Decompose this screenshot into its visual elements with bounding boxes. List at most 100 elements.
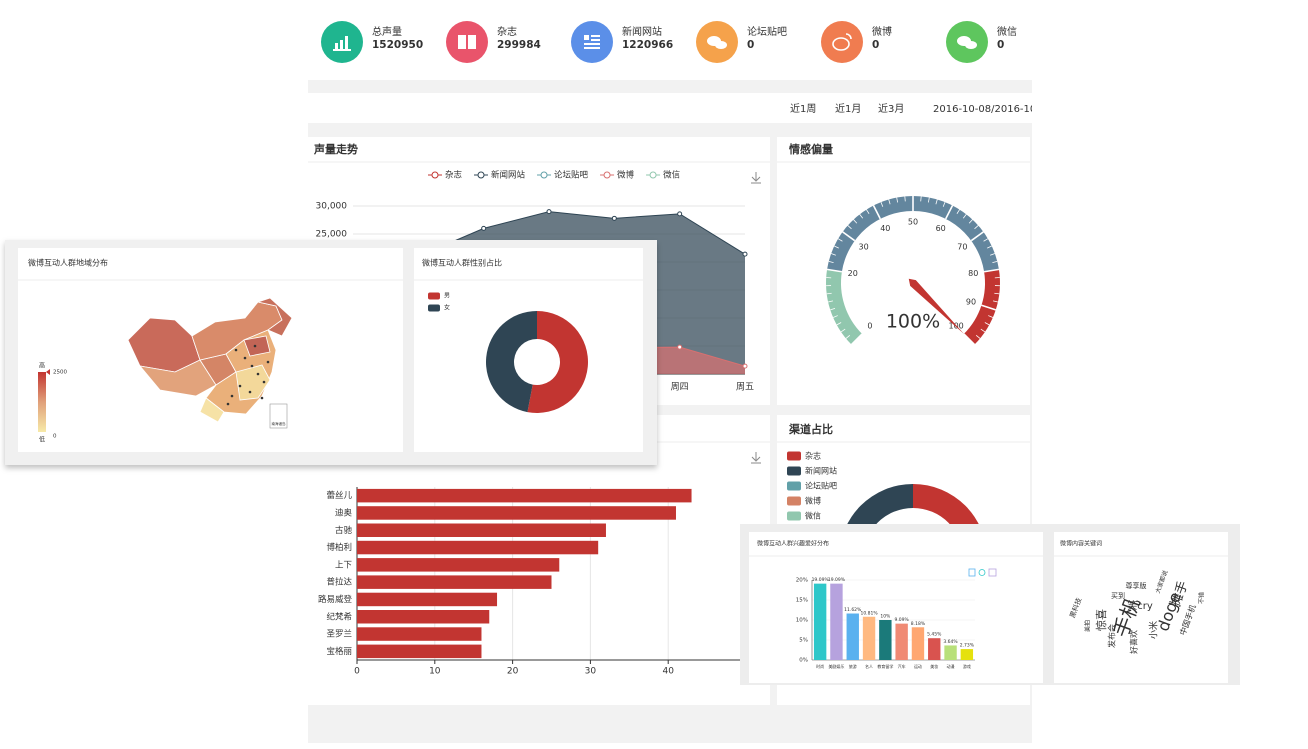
stat-label: 总声量 — [372, 25, 402, 38]
gauge-minor-tick — [832, 315, 838, 318]
series-point — [481, 225, 487, 231]
series-point — [742, 251, 748, 257]
bar — [862, 616, 876, 660]
legend-symbol — [477, 171, 485, 179]
gauge-minor-tick — [888, 199, 891, 205]
x-tick-label: 时尚 — [816, 663, 824, 669]
stat-value: 0 — [872, 39, 879, 51]
gauge-minor-tick — [968, 219, 973, 224]
visual-map-bar — [38, 372, 46, 432]
date-filter[interactable]: 2016-10-08/2016-10-14 — [933, 104, 1053, 115]
gauge-split-line — [944, 205, 954, 220]
gauge-minor-tick — [984, 322, 990, 326]
bar-value-label: 9.09% — [895, 617, 910, 623]
legend-label[interactable]: 论坛贴吧 — [554, 170, 589, 181]
legend-label[interactable]: 杂志 — [805, 451, 821, 461]
gauge-minor-tick — [859, 214, 864, 219]
gauge-minor-tick — [834, 245, 839, 249]
chart-title: 微博互动人群兴趣爱好分布 — [757, 540, 829, 548]
cloud-word: 美拍 — [1084, 620, 1092, 632]
legend-label[interactable]: 新闻网站 — [805, 466, 837, 476]
cloud-word: 好喜欢 — [1129, 630, 1139, 654]
gauge-minor-tick — [828, 300, 834, 303]
legend-label[interactable]: 杂志 — [445, 170, 463, 181]
bar-value-label: 10% — [880, 614, 891, 620]
date-filter[interactable]: 近1周 — [790, 102, 816, 115]
legend-label[interactable]: 女 — [444, 304, 450, 312]
bar-value-label: 19.09% — [828, 577, 846, 583]
stat-value: 1220966 — [622, 39, 673, 51]
bar — [895, 623, 908, 660]
legend-symbol — [603, 171, 611, 179]
gauge-minor-tick — [927, 197, 930, 203]
gauge-band — [827, 195, 999, 272]
map-region — [256, 297, 293, 337]
gauge-minor-tick — [896, 197, 899, 203]
legend-label[interactable]: 微信 — [805, 511, 821, 521]
bar — [357, 488, 692, 503]
bar-value-label: 3.64% — [943, 639, 958, 645]
bar — [960, 649, 974, 660]
panel — [749, 532, 1043, 683]
legend-label[interactable]: 微信 — [663, 170, 681, 181]
cloud-word: 惊喜 — [1094, 609, 1108, 631]
pie-segment — [527, 311, 588, 413]
date-filter[interactable]: 近3月 — [878, 102, 904, 115]
gauge-minor-tick — [975, 334, 981, 339]
bar — [911, 627, 925, 660]
x-tick-label: 运动 — [914, 663, 922, 669]
x-tick-label: 10 — [429, 667, 441, 677]
gauge-minor-tick — [845, 334, 851, 339]
gauge-tick-label: 70 — [957, 243, 967, 252]
stat-icon — [446, 21, 488, 63]
stat-value: 1520950 — [372, 39, 423, 51]
bar — [357, 506, 676, 520]
chart-title: 微博互动人群地域分布 — [28, 258, 108, 268]
visual-map-high: 高 — [39, 362, 45, 370]
cloud-word: 小米 — [1148, 621, 1160, 639]
bar — [813, 583, 827, 660]
map-region — [243, 335, 271, 357]
stat-label: 新闻网站 — [622, 25, 662, 38]
gauge-minor-tick — [962, 214, 967, 219]
stat-label: 微信 — [997, 25, 1017, 38]
bar — [357, 540, 599, 555]
gauge-tick-label: 30 — [859, 243, 869, 252]
y-tick-label: 15% — [796, 598, 808, 604]
legend-label[interactable]: 新闻网站 — [491, 170, 526, 181]
gauge-minor-tick — [853, 219, 858, 224]
stat-icon — [571, 21, 613, 63]
visual-map-handle — [46, 369, 50, 375]
x-tick-label: 旅游 — [849, 663, 857, 669]
inset-frame — [269, 403, 288, 429]
x-tick-label: 美剧娱乐 — [828, 663, 844, 669]
bar — [357, 558, 560, 572]
toolbox[interactable] — [968, 568, 997, 577]
y-tick-label: 普拉达 — [326, 577, 352, 588]
gauge-split-line — [850, 333, 863, 346]
cloud-word: 笑cry — [1127, 599, 1153, 612]
gauge-tick-label: 40 — [880, 224, 890, 233]
x-tick-label: 动漫 — [947, 663, 955, 669]
legend-label[interactable]: 微博 — [805, 496, 821, 506]
chart-title: 情感偏量 — [789, 142, 833, 156]
series-point — [611, 215, 617, 221]
legend-label[interactable]: 微博 — [617, 170, 635, 181]
date-filter[interactable]: 近1月 — [835, 102, 861, 115]
download-icon[interactable] — [751, 172, 761, 184]
x-tick-label: 游戏 — [963, 663, 971, 669]
gauge-minor-tick — [836, 322, 842, 326]
map-inset-label: 南海诸岛 — [272, 421, 286, 426]
y-tick-label: 25,000 — [316, 230, 348, 240]
legend-symbol — [540, 171, 548, 179]
download-icon[interactable] — [751, 452, 761, 464]
stat-value: 0 — [747, 39, 754, 51]
legend-label[interactable]: 论坛贴吧 — [805, 481, 837, 491]
bar-value-label: 10.81% — [860, 610, 878, 616]
gauge-split-line — [872, 205, 882, 220]
legend-label[interactable]: 男 — [444, 293, 450, 300]
gauge-minor-tick — [826, 292, 832, 295]
gauge-minor-tick — [990, 253, 995, 256]
gauge-tick-label: 90 — [966, 297, 976, 306]
y-tick-label: 圣罗兰 — [326, 629, 352, 640]
